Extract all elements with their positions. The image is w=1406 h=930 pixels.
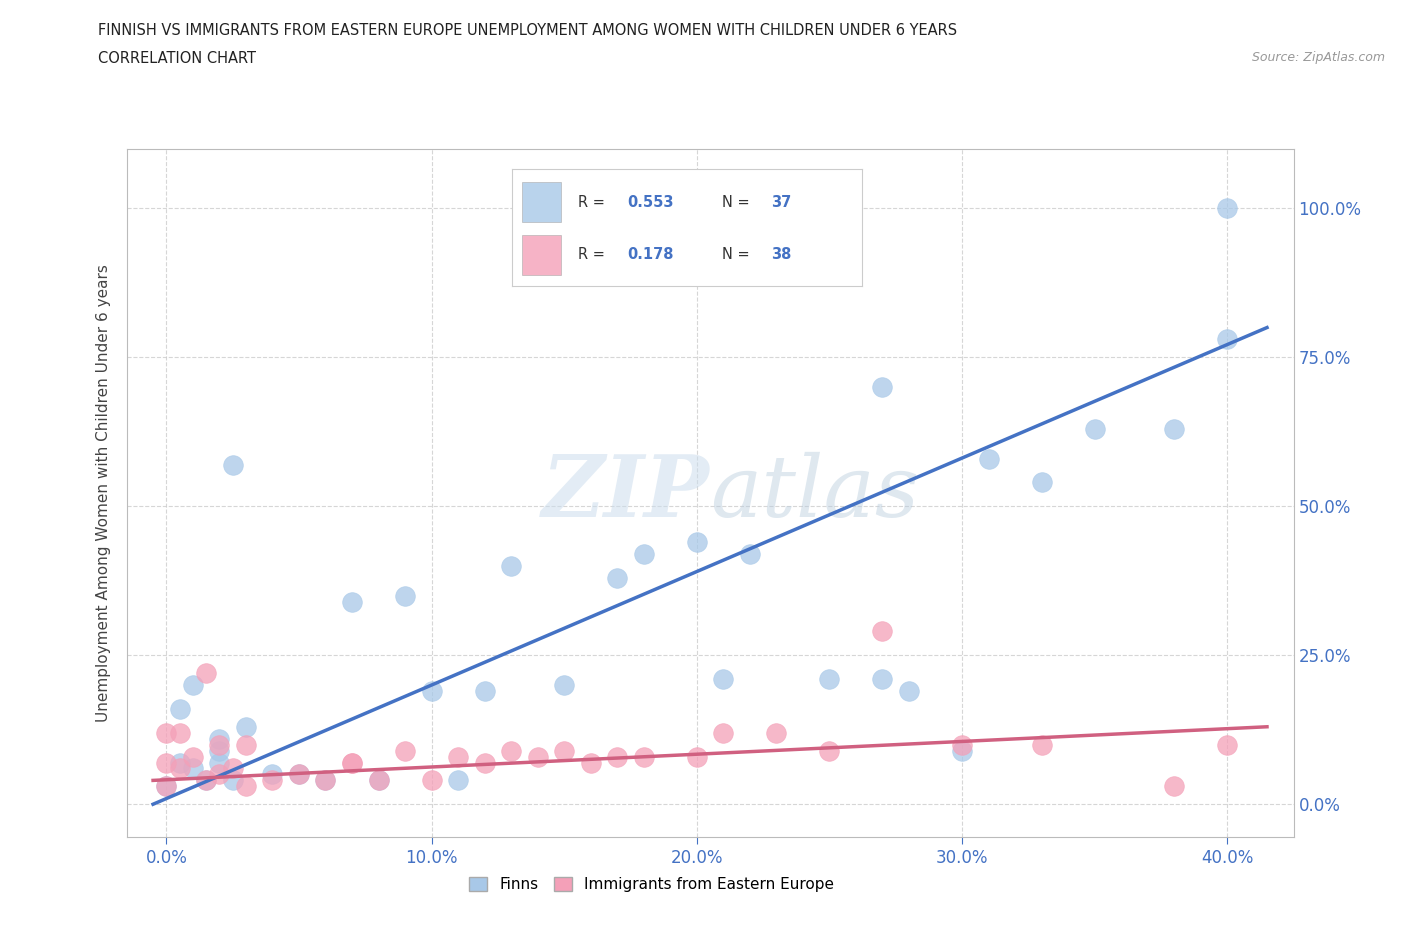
Point [195, 773, 218, 788]
Text: ZIP: ZIP [543, 451, 710, 535]
Point [367, 773, 389, 788]
Point [579, 755, 602, 770]
Point [686, 535, 709, 550]
Point [235, 737, 257, 752]
Text: CORRELATION CHART: CORRELATION CHART [98, 51, 256, 66]
Point [169, 761, 191, 776]
Point [1163, 421, 1185, 436]
Point [447, 750, 470, 764]
Point [738, 547, 761, 562]
Point [195, 773, 218, 788]
Point [872, 379, 894, 394]
Point [288, 767, 311, 782]
Point [897, 684, 920, 698]
Point [169, 701, 191, 716]
Point [195, 666, 218, 681]
Point [155, 755, 177, 770]
Point [606, 570, 628, 585]
Point [394, 589, 416, 604]
Point [208, 737, 231, 752]
Point [977, 451, 1000, 466]
Point [872, 671, 894, 686]
Point [155, 779, 177, 794]
Point [1216, 737, 1239, 752]
Point [711, 671, 734, 686]
Point [1084, 421, 1107, 436]
Point [1216, 332, 1239, 347]
Point [633, 750, 655, 764]
Point [420, 684, 443, 698]
Point [288, 767, 311, 782]
Point [633, 547, 655, 562]
Text: atlas: atlas [710, 452, 920, 534]
Text: Source: ZipAtlas.com: Source: ZipAtlas.com [1251, 51, 1385, 64]
Point [208, 767, 231, 782]
Point [235, 779, 257, 794]
Point [155, 725, 177, 740]
Point [235, 719, 257, 734]
Point [474, 684, 496, 698]
Point [686, 750, 709, 764]
Point [1031, 737, 1053, 752]
Point [155, 779, 177, 794]
Point [1163, 779, 1185, 794]
Point [765, 725, 787, 740]
Point [340, 755, 363, 770]
Point [394, 743, 416, 758]
Point [314, 773, 336, 788]
Point [447, 773, 470, 788]
Point [340, 594, 363, 609]
Point [208, 755, 231, 770]
Point [340, 755, 363, 770]
Point [181, 750, 204, 764]
Text: FINNISH VS IMMIGRANTS FROM EASTERN EUROPE UNEMPLOYMENT AMONG WOMEN WITH CHILDREN: FINNISH VS IMMIGRANTS FROM EASTERN EUROP… [98, 23, 957, 38]
Point [553, 743, 575, 758]
Point [501, 558, 523, 573]
Point [711, 725, 734, 740]
Point [262, 767, 284, 782]
Point [169, 725, 191, 740]
Point [262, 773, 284, 788]
Y-axis label: Unemployment Among Women with Children Under 6 years: Unemployment Among Women with Children U… [96, 264, 111, 722]
Point [818, 743, 841, 758]
Point [221, 773, 243, 788]
Point [606, 750, 628, 764]
Point [474, 755, 496, 770]
Point [526, 750, 548, 764]
Point [208, 731, 231, 746]
Point [181, 761, 204, 776]
Point [420, 773, 443, 788]
Point [367, 773, 389, 788]
Point [1216, 201, 1239, 216]
Point [818, 671, 841, 686]
Point [950, 737, 973, 752]
Point [501, 743, 523, 758]
Point [181, 678, 204, 693]
Point [553, 678, 575, 693]
Point [872, 624, 894, 639]
Legend: Finns, Immigrants from Eastern Europe: Finns, Immigrants from Eastern Europe [463, 870, 841, 898]
Point [221, 458, 243, 472]
Point [314, 773, 336, 788]
Point [950, 743, 973, 758]
Point [1031, 475, 1053, 490]
Point [169, 755, 191, 770]
Point [221, 761, 243, 776]
Point [208, 743, 231, 758]
